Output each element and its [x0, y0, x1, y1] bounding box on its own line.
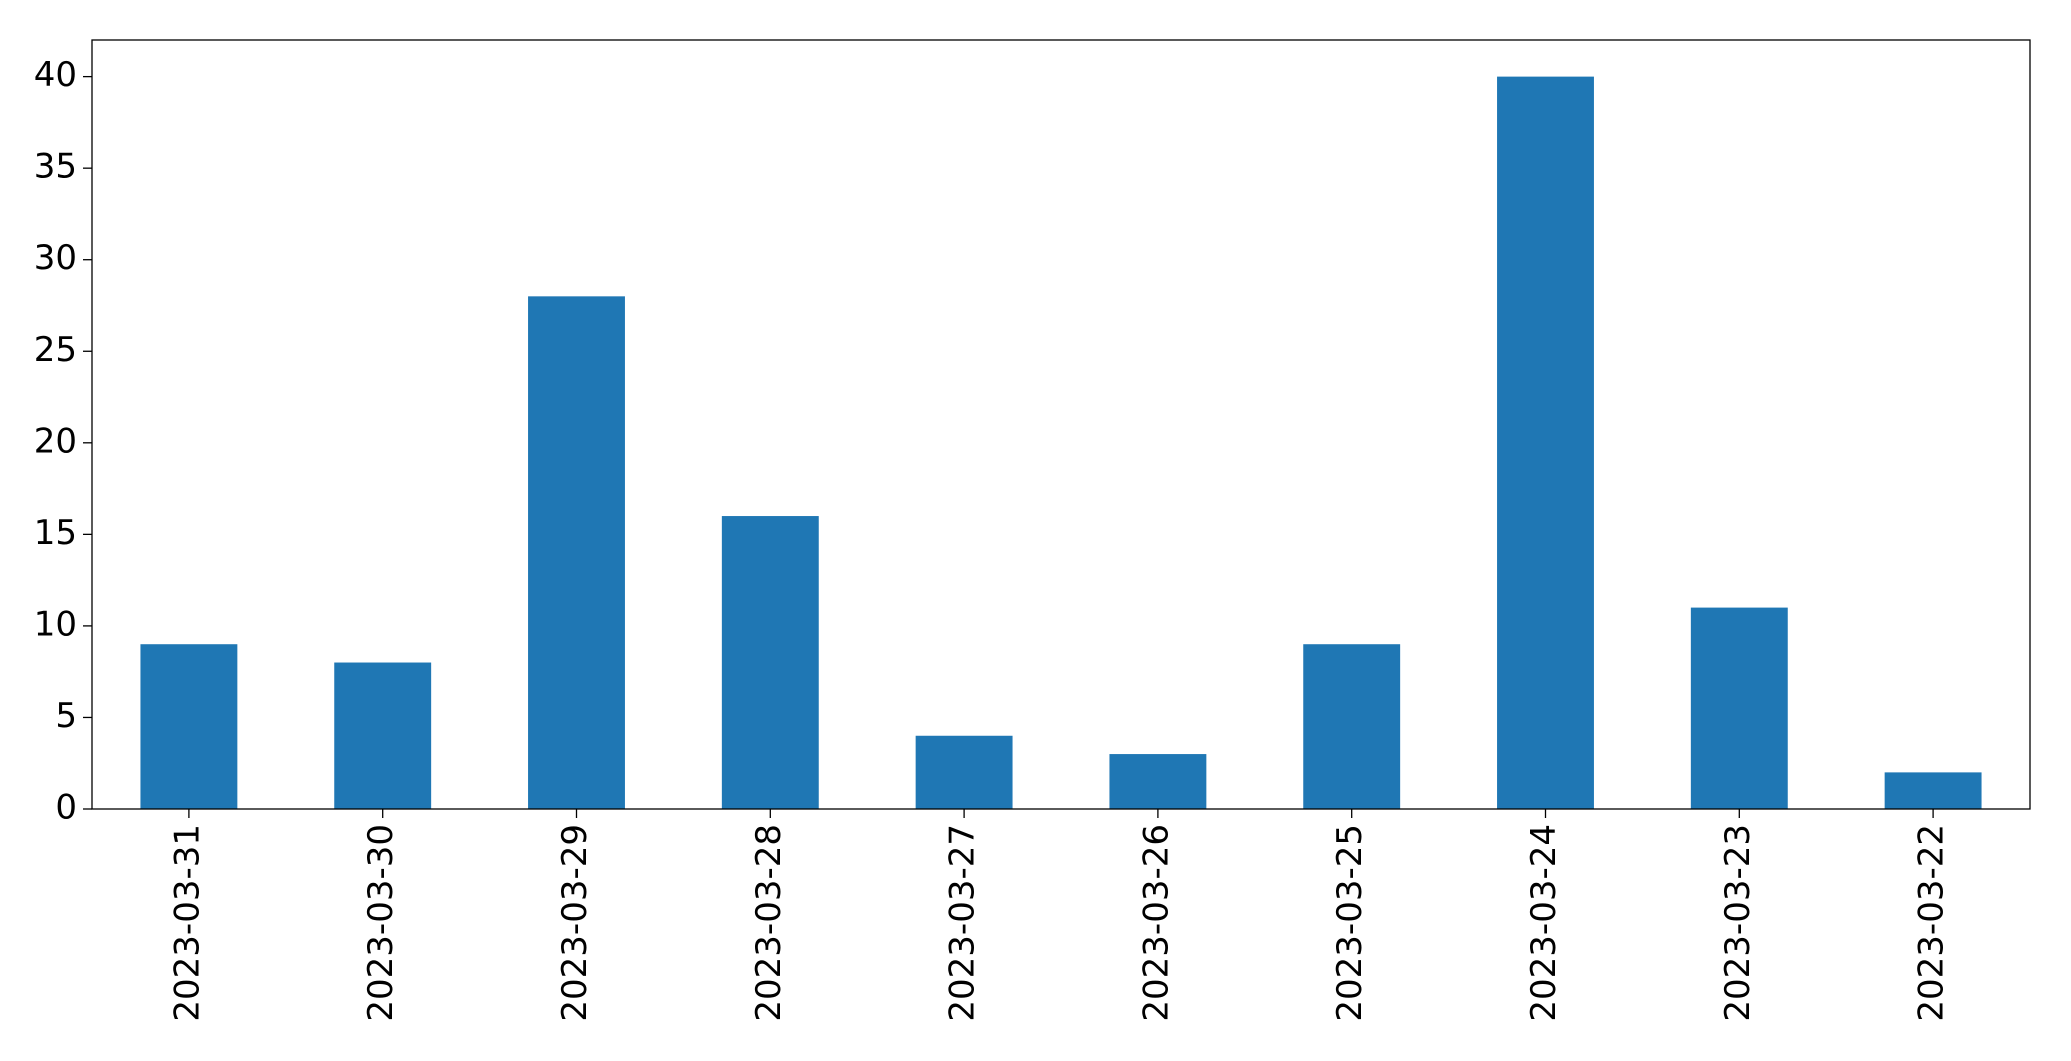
bar: [528, 296, 625, 809]
bar: [721, 516, 819, 809]
y-tick-label: 40: [34, 55, 77, 95]
bar: [140, 644, 238, 809]
x-tick-label: 2023-03-26: [1136, 824, 1176, 1022]
x-tick-label: 2023-03-28: [749, 824, 789, 1022]
y-tick-label: 35: [34, 147, 77, 187]
x-tick-label: 2023-03-25: [1330, 824, 1370, 1022]
bar: [1109, 754, 1207, 809]
x-tick-label: 2023-03-23: [1718, 824, 1758, 1022]
y-tick-label: 10: [34, 604, 77, 644]
bar: [1690, 607, 1788, 809]
plot-frame: [91, 39, 2031, 810]
x-tick-label: 2023-03-27: [943, 824, 983, 1022]
x-tick-label: 2023-03-29: [555, 824, 595, 1022]
x-tick-label: 2023-03-31: [167, 824, 207, 1022]
bar: [915, 735, 1013, 809]
x-tick-label: 2023-03-24: [1524, 824, 1564, 1022]
y-tick-label: 25: [34, 330, 77, 370]
x-tick-label: 2023-03-30: [361, 824, 401, 1022]
bar: [334, 662, 432, 809]
y-tick-label: 5: [55, 696, 77, 736]
bar: [1497, 76, 1594, 810]
bar: [1884, 772, 1982, 809]
x-tick-label: 2023-03-22: [1912, 824, 1952, 1022]
y-tick-label: 0: [55, 788, 77, 828]
y-tick-label: 20: [34, 421, 77, 461]
y-tick-label: 15: [34, 513, 77, 553]
bar: [1303, 644, 1401, 809]
y-tick-label: 30: [34, 238, 77, 278]
